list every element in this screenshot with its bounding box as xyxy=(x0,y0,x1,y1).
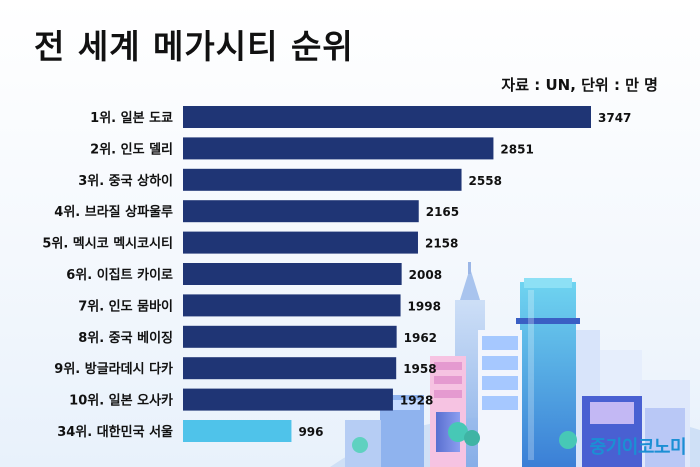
category-label: 5위. 멕시코 멕시코시티 xyxy=(42,236,173,252)
category-label: 6위. 이집트 카이로 xyxy=(66,267,173,283)
unit-note: 자료 : UN, 단위 : 만 명 xyxy=(501,76,658,94)
value-label: 2008 xyxy=(409,268,442,282)
category-label: 7위. 인도 뭄바이 xyxy=(78,298,173,314)
value-label: 1962 xyxy=(404,331,437,345)
category-label: 1위. 일본 도쿄 xyxy=(90,111,173,126)
category-label: 34위. 대한민국 서울 xyxy=(57,424,173,440)
value-label: 996 xyxy=(298,425,323,439)
bar xyxy=(183,106,591,128)
bar xyxy=(183,137,494,160)
value-label: 2851 xyxy=(500,142,533,156)
bar xyxy=(183,168,462,191)
bar xyxy=(183,200,419,223)
bar xyxy=(183,294,401,317)
category-label: 2위. 인도 델리 xyxy=(90,141,173,157)
value-label: 1928 xyxy=(400,394,433,408)
category-label: 9위. 방글라데시 다카 xyxy=(54,361,173,377)
value-label: 2158 xyxy=(425,237,458,251)
bar xyxy=(183,231,418,254)
category-label: 8위. 중국 베이징 xyxy=(78,330,173,346)
bar xyxy=(183,388,393,411)
bar xyxy=(183,420,292,442)
value-label: 1958 xyxy=(403,362,436,376)
bar xyxy=(183,357,397,380)
value-label: 1998 xyxy=(408,299,441,313)
bar xyxy=(183,325,397,348)
bar xyxy=(183,263,402,285)
publisher-watermark: 중기이코노미 xyxy=(589,437,687,458)
category-label: 3위. 중국 상하이 xyxy=(78,173,173,189)
chart-title: 전 세계 메가시티 순위 xyxy=(34,27,354,66)
category-label: 10위. 일본 오사카 xyxy=(69,393,173,409)
value-label: 2165 xyxy=(426,205,459,219)
category-label: 4위. 브라질 상파울루 xyxy=(54,204,173,220)
value-label: 2558 xyxy=(469,174,502,188)
value-label: 3747 xyxy=(598,111,631,125)
